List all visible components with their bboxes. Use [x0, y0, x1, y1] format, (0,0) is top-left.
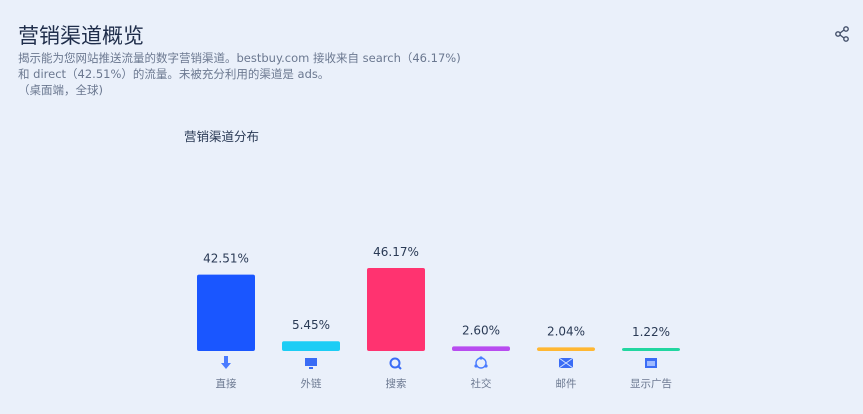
- search-icon: [389, 357, 402, 370]
- mail-icon: [558, 357, 574, 369]
- data-label: 5.45%: [292, 318, 330, 332]
- bar-4[interactable]: [537, 347, 595, 351]
- page-title: 营销渠道概览: [18, 24, 144, 48]
- data-label: 46.17%: [373, 245, 419, 259]
- data-label: 42.51%: [203, 252, 249, 266]
- description-line: 揭示能为您网站推送流量的数字营销渠道。bestbuy.com 接收来自 sear…: [18, 51, 461, 65]
- description-line: 和 direct（42.51%）的流量。未被充分利用的渠道是 ads。: [18, 67, 330, 81]
- bar-5[interactable]: [622, 348, 680, 351]
- arrow-down-icon: [221, 356, 231, 369]
- category-label: 显示广告: [630, 377, 672, 390]
- monitor-icon: [305, 358, 317, 369]
- bar-3[interactable]: [452, 346, 510, 351]
- chart-title: 营销渠道分布: [184, 129, 260, 144]
- category-label: 社交: [471, 377, 492, 390]
- bar-2[interactable]: [367, 268, 425, 351]
- category-label: 搜索: [386, 377, 407, 390]
- description-line: （桌面端，全球): [18, 83, 103, 97]
- social-icon: [474, 356, 488, 369]
- bar-0[interactable]: [197, 274, 255, 351]
- bar-1[interactable]: [282, 341, 340, 351]
- display-ad-icon: [645, 358, 657, 368]
- data-label: 2.04%: [547, 324, 585, 338]
- category-label: 外链: [301, 377, 322, 390]
- category-label: 直接: [216, 377, 237, 390]
- share-icon[interactable]: [834, 26, 850, 42]
- data-label: 1.22%: [632, 325, 670, 339]
- data-label: 2.60%: [462, 323, 500, 337]
- category-label: 邮件: [556, 377, 577, 390]
